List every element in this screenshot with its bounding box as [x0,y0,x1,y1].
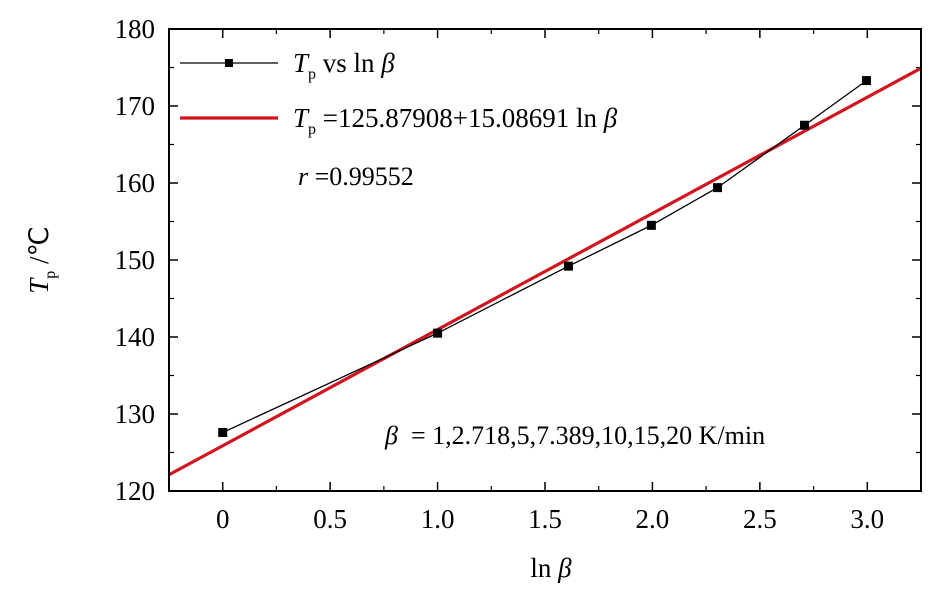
y-tick-label: 170 [115,91,156,121]
y-tick-label: 160 [115,168,156,198]
legend: Tp vs ln β Tp =125.87908+15.08691 ln β [180,48,618,138]
x-tick-label: 3.0 [850,504,884,534]
r-annotation: r =0.99552 [298,162,414,191]
x-tick-label: 2.0 [636,504,670,534]
y-tick-label: 180 [115,14,156,44]
x-axis-title-beta: β [557,553,572,583]
data-point [433,328,443,338]
y-axis-title-sub: p [42,271,59,279]
fit-line [168,66,922,477]
y-tick-label: 130 [115,399,156,429]
data-point [218,427,228,437]
ticks-layer: 120 130 140 150 160 170 180 0 0.5 1.0 1.5 2.0 2.5 3.0 [115,14,922,534]
y-tick-label: 120 [115,476,156,506]
y-axis-title-unit: /℃ [24,226,54,271]
data-point [861,76,871,86]
x-tick-label: 0.5 [313,504,347,534]
x-axis-title-ln: ln [530,553,558,583]
data-point [563,261,573,271]
data-point [646,220,656,230]
legend-marker-data [225,59,233,67]
y-axis-title: Tp /℃ [24,226,59,294]
x-tick-label: 1.0 [421,504,455,534]
y-axis-title-T: T [24,277,54,294]
y-tick-label: 140 [115,322,156,352]
legend-label-fit: Tp =125.87908+15.08691 ln β [293,103,618,138]
data-markers [218,76,871,437]
y-tick-label: 150 [115,245,156,275]
x-tick-label: 2.5 [743,504,777,534]
plot-frame [168,28,922,492]
legend-label-data: Tp vs ln β [293,48,395,83]
data-point [800,120,810,130]
beta-annotation: β = 1,2.718,5,7.389,10,15,20 K/min [384,421,765,450]
x-axis-title: ln β [530,553,572,583]
data-line [222,80,867,434]
x-tick-label: 1.5 [528,504,562,534]
data-point [713,183,723,193]
x-tick-label: 0 [216,504,230,534]
